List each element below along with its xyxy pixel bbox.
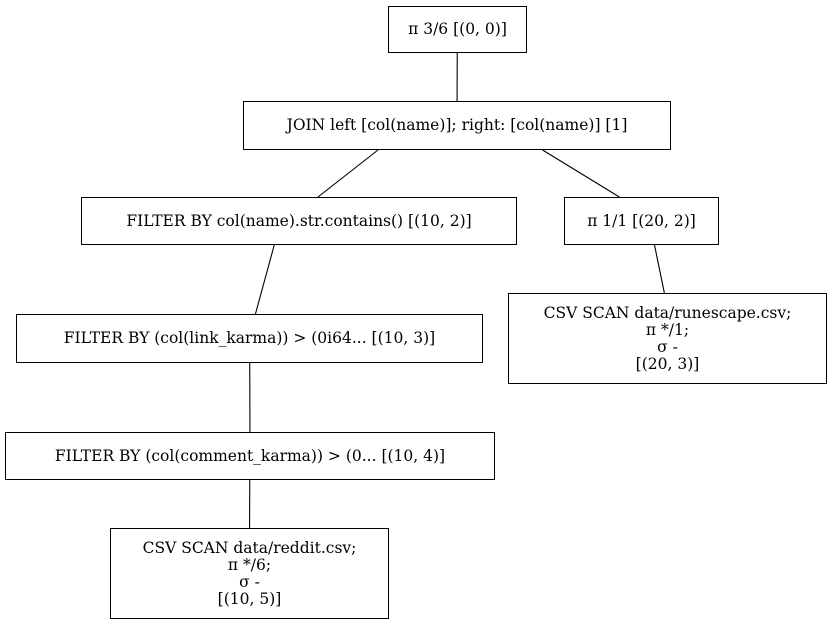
- node-csv-scan-runescape-line-4: [(20, 3)]: [635, 354, 700, 373]
- node-projection-top[interactable]: π 3/6 [(0, 0)]: [388, 6, 527, 53]
- node-csv-scan-reddit-line-3: σ -: [239, 572, 260, 591]
- node-csv-scan-reddit[interactable]: CSV SCAN data/reddit.csv; π */6; σ - [(1…: [110, 528, 389, 619]
- edge-projection_right-to-csv_scan_runescape: [653, 244, 665, 294]
- node-filter-name-contains[interactable]: FILTER BY col(name).str.contains() [(10,…: [81, 197, 517, 245]
- node-projection-right[interactable]: π 1/1 [(20, 2)]: [564, 197, 719, 245]
- node-projection-right-label: π 1/1 [(20, 2)]: [587, 211, 696, 230]
- edge-join-to-projection_right: [542, 149, 620, 198]
- node-filter-comment-karma[interactable]: FILTER BY (col(comment_karma)) > (0... […: [5, 432, 495, 480]
- node-join[interactable]: JOIN left [col(name)]; right: [col(name)…: [243, 101, 671, 150]
- node-projection-top-label: π 3/6 [(0, 0)]: [408, 20, 507, 38]
- node-filter-link-karma-label: FILTER BY (col(link_karma)) > (0i64... […: [63, 329, 436, 347]
- node-csv-scan-runescape-line-1: CSV SCAN data/runescape.csv;: [543, 303, 792, 322]
- node-filter-comment-karma-label: FILTER BY (col(comment_karma)) > (0... […: [54, 446, 446, 465]
- node-filter-name-contains-label: FILTER BY col(name).str.contains() [(10,…: [126, 211, 472, 230]
- node-filter-link-karma[interactable]: FILTER BY (col(link_karma)) > (0i64... […: [16, 314, 483, 363]
- edge-filter_name_contains-to-filter_link_karma: [254, 244, 275, 315]
- node-join-label: JOIN left [col(name)]; right: [col(name)…: [286, 116, 628, 134]
- node-csv-scan-runescape-line-3: σ -: [657, 337, 678, 356]
- node-csv-scan-reddit-line-2: π */6;: [227, 555, 272, 574]
- node-csv-scan-runescape[interactable]: CSV SCAN data/runescape.csv; π */1; σ - …: [508, 293, 827, 384]
- node-csv-scan-reddit-line-1: CSV SCAN data/reddit.csv;: [142, 538, 357, 557]
- edge-join-to-filter_name_contains: [317, 149, 379, 198]
- node-csv-scan-runescape-line-2: π */1;: [645, 320, 690, 339]
- node-csv-scan-reddit-line-4: [(10, 5)]: [217, 589, 282, 608]
